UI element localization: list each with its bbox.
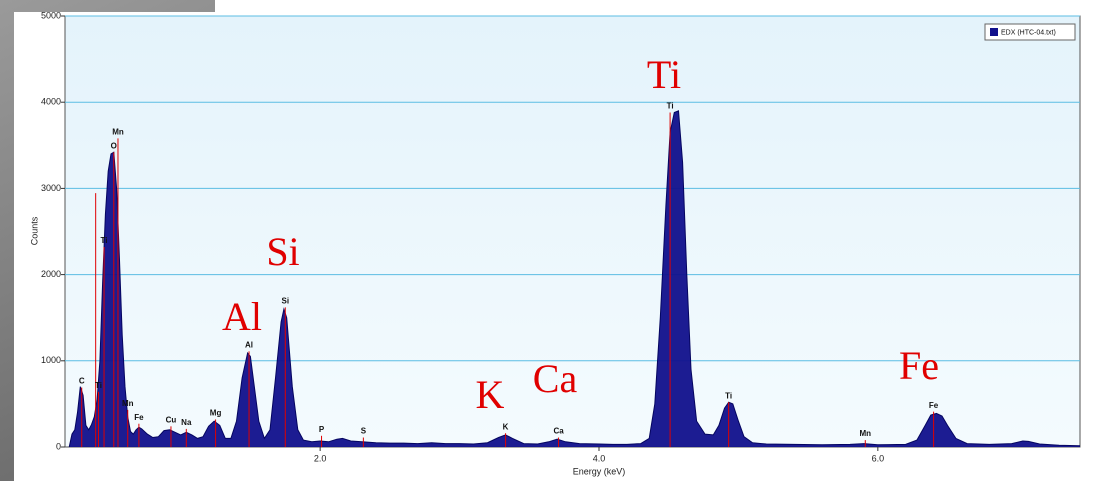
element-label: Mn [112, 128, 124, 137]
element-label: C [79, 377, 85, 386]
x-tick-label: 6.0 [872, 453, 885, 463]
x-tick-label: 2.0 [314, 453, 327, 463]
spectrum [68, 110, 1081, 448]
legend-swatch [990, 28, 998, 36]
x-tick-label: 4.0 [593, 453, 606, 463]
legend-box [984, 23, 1076, 41]
element-label: Cu [166, 415, 177, 424]
element-label: P [319, 425, 325, 434]
y-tick-label: 5000 [41, 10, 61, 20]
element-label: Na [181, 418, 192, 427]
element-label: Al [245, 340, 253, 349]
annotation: Si [266, 229, 299, 274]
element-label: Mg [210, 409, 222, 418]
legend: EDX (HTC-04.txt) [984, 23, 1076, 41]
element-label: Ti [725, 391, 732, 400]
annotation: K [476, 372, 505, 417]
element-label: O [111, 141, 117, 150]
spectrum-line [68, 110, 1081, 448]
element-label: K [503, 422, 509, 431]
y-tick-label: 3000 [41, 183, 61, 193]
panel-top [215, 0, 1099, 12]
element-label: Fe [134, 413, 144, 422]
annotation: Fe [899, 343, 939, 388]
legend-label: EDX (HTC-04.txt) [1001, 29, 1056, 36]
element-label: Ti [667, 102, 674, 111]
element-label: Ti [101, 236, 108, 245]
y-tick-label: 0 [56, 441, 61, 451]
y-tick-label: 4000 [41, 97, 61, 107]
y-axis-title: Counts [29, 216, 39, 245]
y-tick-label: 1000 [41, 355, 61, 365]
grid [65, 15, 1080, 362]
element-label: Ti [95, 381, 102, 390]
element-label: Si [282, 296, 290, 305]
annotation: Ti [647, 52, 681, 97]
annotation: Ca [533, 356, 578, 401]
element-label: Mn [122, 399, 134, 408]
ticks: 0 1000 2000 3000 4000 5000 2.0 4.0 6.0 [41, 10, 884, 463]
element-label: S [361, 427, 367, 436]
x-axis-title: Energy (keV) [573, 466, 626, 476]
element-label: Ca [553, 427, 564, 436]
plot-area [64, 15, 1081, 448]
element-label: Mn [860, 429, 872, 438]
annotation: Al [222, 294, 262, 339]
element-label: Fe [929, 401, 939, 410]
y-tick-label: 2000 [41, 269, 61, 279]
